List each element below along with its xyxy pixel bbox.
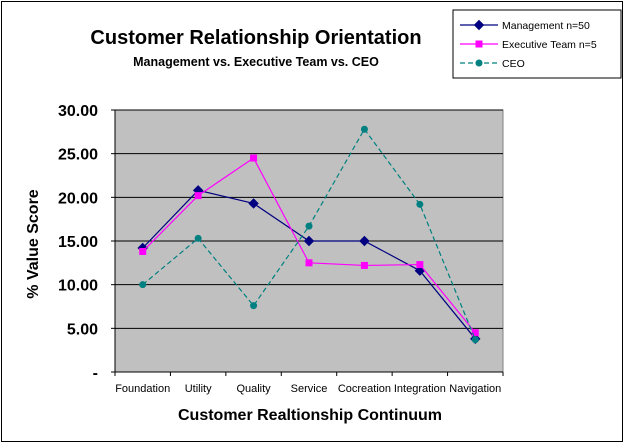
data-point [250, 302, 258, 310]
y-tick-label: 25.00 [58, 147, 98, 164]
chart-subtitle: Management vs. Executive Team vs. CEO [133, 55, 379, 69]
x-axis-ticks: Foundation Utility Quality Service Cocreatio… [114, 372, 504, 395]
data-point [416, 200, 424, 208]
data-point [194, 192, 202, 200]
data-point [360, 125, 368, 133]
x-tick-label: Integration [394, 383, 446, 395]
data-point [305, 222, 313, 230]
data-point [248, 198, 259, 209]
legend-marker [475, 59, 483, 67]
series-1 [137, 185, 481, 345]
chart-title: Customer Relationship Orientation [90, 27, 421, 49]
data-point [250, 154, 258, 162]
legend-label: CEO [502, 58, 525, 70]
y-tick-label: - [93, 365, 98, 382]
series-layer [137, 125, 481, 345]
legend-label: Executive Team n=5 [502, 39, 597, 51]
x-axis-title: Customer Realtionship Continuum [178, 407, 442, 424]
y-tick-label: 15.00 [58, 234, 98, 251]
data-point [359, 235, 370, 247]
data-point [360, 261, 368, 269]
data-point [471, 329, 479, 337]
legend-label: Management n=50 [502, 20, 590, 32]
y-axis-ticks: - 5.00 10.00 15.00 20.00 25.00 30.00 [58, 103, 115, 382]
y-tick-label: 20.00 [58, 190, 98, 207]
legend-marker [473, 19, 485, 31]
data-point [303, 235, 315, 247]
legend-marker [475, 40, 483, 48]
y-tick-label: 10.00 [58, 278, 98, 295]
data-point [416, 261, 424, 269]
data-point [471, 336, 479, 344]
y-axis-title: % Value Score [25, 189, 42, 298]
x-tick-label: Quality [236, 383, 271, 395]
y-tick-label: 30.00 [58, 103, 98, 120]
series-3 [139, 125, 479, 344]
y-tick-label: 5.00 [67, 321, 98, 338]
data-point [305, 259, 313, 267]
data-point [139, 281, 147, 289]
x-tick-label: Navigation [449, 383, 501, 395]
x-tick-label: Utility [185, 383, 212, 395]
data-point [139, 247, 147, 255]
x-tick-label: Service [291, 383, 328, 395]
legend: Management n=50 Executive Team n=5 CEO [452, 9, 622, 79]
x-tick-label: Cocreation [338, 383, 391, 395]
x-tick-label: Foundation [115, 383, 170, 395]
series-2 [139, 154, 479, 337]
data-point [194, 234, 202, 242]
